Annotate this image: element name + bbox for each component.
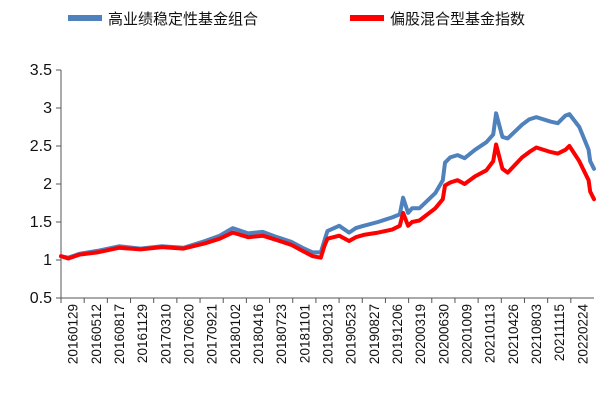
legend-label-series-2[interactable]: 偏股混合型基金指数 — [390, 10, 525, 28]
x-tick-label: 20211115 — [552, 304, 567, 361]
x-tick-label: 20180102 — [228, 304, 243, 364]
x-tick-label: 20190827 — [367, 304, 382, 364]
y-axis-ticks: 0.5 1 1.5 2 2.5 3 3.5 — [30, 62, 61, 307]
x-tick-label: 20160512 — [89, 304, 104, 364]
y-tick-label: 3.5 — [30, 62, 52, 79]
axes — [60, 70, 594, 299]
x-tick-label: 20200630 — [436, 304, 451, 364]
x-tick-label: 20220224 — [575, 304, 590, 365]
y-tick-label: 2 — [43, 176, 52, 193]
x-tick-label: 20180416 — [251, 304, 266, 364]
x-tick-label: 20160129 — [66, 304, 81, 364]
x-tick-label: 20200319 — [413, 304, 428, 364]
y-tick-label: 3 — [43, 100, 52, 117]
plot-area — [59, 111, 596, 261]
x-tick-label: 20181101 — [297, 304, 312, 363]
y-tick-label: 0.5 — [30, 290, 52, 307]
x-tick-label: 20210426 — [506, 304, 521, 364]
x-axis-ticks: 20160129 20160512 20160817 20161129 20170310… — [60, 298, 590, 365]
x-tick-label: 20170921 — [205, 304, 220, 364]
series-line-1 — [59, 111, 596, 260]
x-tick-label: 20170620 — [181, 304, 196, 364]
x-tick-label: 20170310 — [158, 304, 173, 364]
x-tick-label: 20191206 — [390, 304, 405, 364]
y-tick-label: 2.5 — [30, 138, 52, 155]
legend-label-series-1[interactable]: 高业绩稳定性基金组合 — [108, 10, 258, 28]
x-tick-label: 20201009 — [460, 304, 475, 364]
y-tick-label: 1.5 — [30, 214, 52, 231]
y-tick-label: 1 — [43, 252, 52, 269]
series-line-2 — [59, 142, 596, 261]
x-tick-label: 20161129 — [135, 304, 150, 363]
x-tick-label: 20190213 — [321, 304, 336, 364]
x-tick-label: 20160817 — [112, 304, 127, 364]
x-tick-label: 20210113 — [483, 304, 498, 363]
x-tick-label: 20190523 — [344, 304, 359, 364]
legend: 高业绩稳定性基金组合 偏股混合型基金指数 — [68, 10, 525, 28]
x-tick-label: 20180723 — [274, 304, 289, 364]
x-tick-label: 20210803 — [529, 304, 544, 364]
